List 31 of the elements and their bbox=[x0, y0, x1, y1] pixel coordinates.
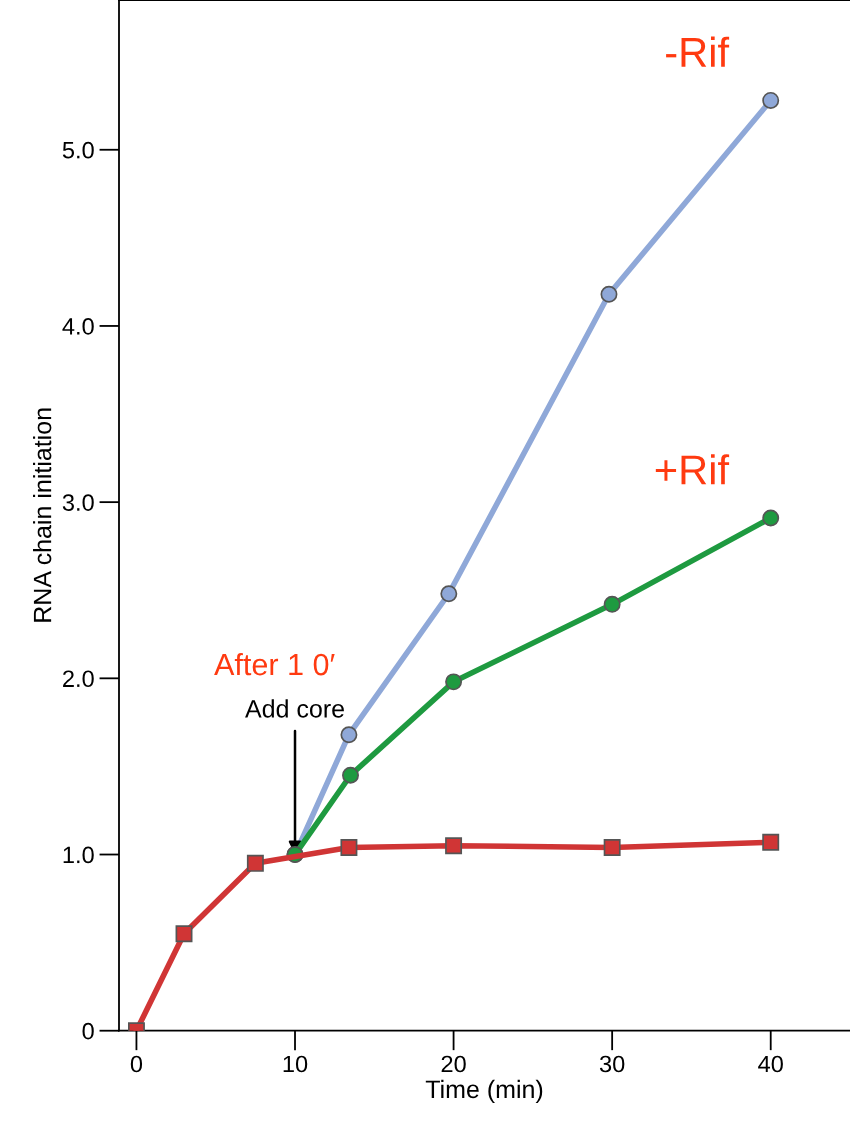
point bbox=[445, 673, 463, 691]
y-tick-label: 2.0 bbox=[63, 670, 94, 688]
x-tick-label: 30 bbox=[599, 1055, 625, 1073]
series-label: +Rif bbox=[655, 454, 730, 485]
x-tick-label: 0 bbox=[130, 1055, 143, 1073]
x-tick-label: 10 bbox=[283, 1055, 308, 1073]
point bbox=[445, 837, 463, 855]
annotation: After 1 0′ bbox=[214, 653, 335, 676]
y-tick-label: 0 bbox=[82, 1022, 94, 1040]
point bbox=[603, 595, 621, 613]
point bbox=[762, 833, 780, 851]
y-tick-label: 4.0 bbox=[62, 318, 94, 335]
y-tick-label: 5.0 bbox=[62, 141, 94, 159]
point bbox=[600, 285, 618, 303]
point bbox=[246, 854, 264, 872]
point bbox=[762, 91, 780, 109]
point bbox=[440, 585, 458, 603]
y-tick-label: 3.0 bbox=[62, 494, 94, 511]
point bbox=[340, 726, 358, 744]
x-tick-label: 20 bbox=[441, 1055, 466, 1073]
point bbox=[340, 838, 358, 856]
x-tick-label: 40 bbox=[758, 1055, 783, 1073]
point bbox=[762, 509, 780, 527]
annotation: Add core bbox=[245, 699, 344, 718]
y-tick-label: 1.0 bbox=[63, 846, 94, 864]
series-label: -Rif bbox=[666, 36, 730, 67]
point bbox=[603, 838, 621, 856]
y-axis-title: RNA chain initiation bbox=[33, 408, 52, 622]
point bbox=[175, 925, 193, 943]
point bbox=[342, 766, 359, 784]
x-axis-title: Time (min) bbox=[425, 1079, 543, 1104]
